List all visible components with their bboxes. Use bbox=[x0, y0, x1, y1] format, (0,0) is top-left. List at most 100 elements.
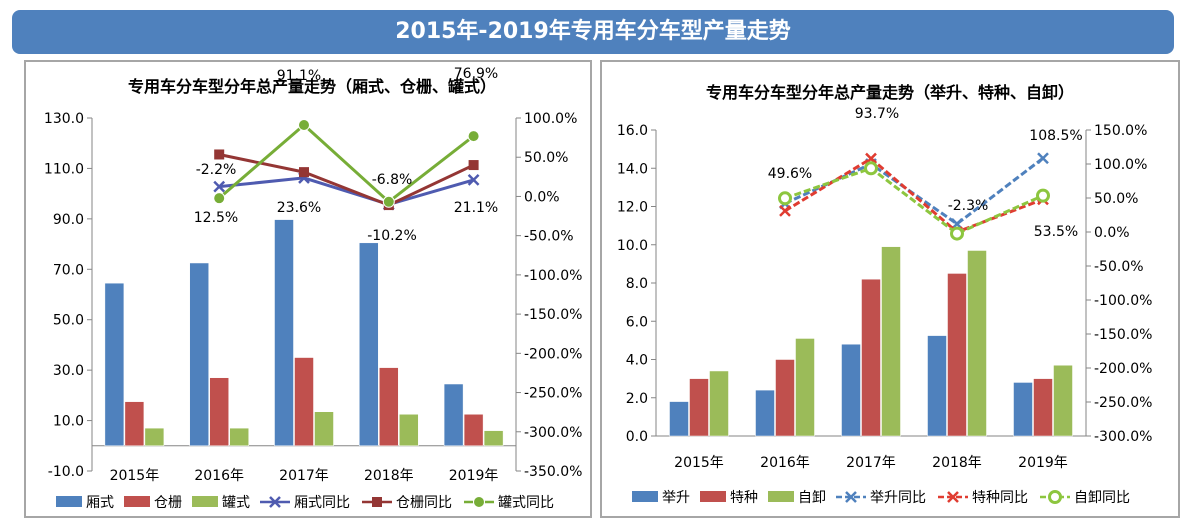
bar-罐式 bbox=[144, 427, 165, 447]
data-label: 12.5% bbox=[194, 210, 238, 226]
y2-tick-label: 50.0% bbox=[1094, 191, 1138, 207]
legend-label: 举升 bbox=[662, 490, 690, 506]
y2-tick-label: -200.0% bbox=[1094, 361, 1152, 377]
x-tick-label: 2017年 bbox=[279, 468, 329, 484]
marker-仓栅同比 bbox=[214, 149, 225, 160]
y2-tick-label: -300.0% bbox=[524, 425, 582, 441]
bar-仓栅 bbox=[379, 367, 399, 447]
marker-厢式同比 bbox=[213, 180, 226, 193]
x-tick-label: 2019年 bbox=[1018, 455, 1068, 471]
y-tick-label: 90.0 bbox=[53, 212, 84, 228]
y-tick-label: 8.0 bbox=[626, 276, 648, 292]
marker-仓栅同比 bbox=[468, 160, 479, 171]
bar-举升 bbox=[755, 389, 775, 437]
line-厢式同比 bbox=[219, 176, 475, 207]
y2-tick-label: -150.0% bbox=[524, 307, 582, 323]
y-tick-label: 70.0 bbox=[53, 262, 84, 278]
data-label: 91.1% bbox=[277, 68, 321, 84]
legend-label: 自卸同比 bbox=[1074, 490, 1130, 506]
y-tick-label: 30.0 bbox=[53, 363, 84, 379]
y2-tick-label: 100.0% bbox=[1094, 157, 1147, 173]
legend-label: 仓栅 bbox=[154, 495, 182, 511]
legend-marker bbox=[269, 496, 281, 508]
y-tick-label: 14.0 bbox=[617, 161, 648, 177]
bar-自卸 bbox=[1053, 364, 1073, 437]
bar-举升 bbox=[927, 335, 947, 437]
page-banner: 2015年-2019年专用车分车型产量走势 bbox=[12, 10, 1174, 54]
legend-label: 厢式 bbox=[86, 495, 114, 511]
y-tick-label: 2.0 bbox=[626, 391, 648, 407]
marker-自卸同比 bbox=[950, 226, 964, 241]
bar-特种 bbox=[775, 359, 795, 437]
bar-厢式 bbox=[443, 383, 464, 447]
legend-label: 自卸 bbox=[798, 490, 826, 506]
marker-自卸同比 bbox=[778, 191, 792, 206]
y2-tick-label: -100.0% bbox=[1094, 293, 1152, 309]
data-label: 76.9% bbox=[454, 66, 498, 82]
legend-marker bbox=[947, 491, 959, 503]
chart-panel-right: 专用车分车型分年总产量走势（举升、特种、自卸） 0.0 2.0 4.0 6.0 8.0 10… bbox=[600, 60, 1180, 518]
legend-swatch bbox=[124, 496, 150, 507]
data-label: -10.2% bbox=[367, 228, 417, 244]
x-tick-label: 2016年 bbox=[194, 468, 244, 484]
chart-right-svg: 专用车分车型分年总产量走势（举升、特种、自卸） 0.0 2.0 4.0 6.0 8.0 10… bbox=[617, 83, 1153, 506]
bar-特种 bbox=[947, 273, 967, 437]
y2-tick-label: -250.0% bbox=[1094, 395, 1152, 411]
y2-tick-label: -100.0% bbox=[524, 268, 582, 284]
y-tick-label: 6.0 bbox=[626, 314, 648, 330]
legend-label: 特种 bbox=[730, 490, 758, 506]
chart-title: 专用车分车型分年总产量走势（厢式、仓栅、罐式） bbox=[128, 77, 496, 96]
data-label: 53.5% bbox=[1034, 224, 1078, 240]
chart-title: 专用车分车型分年总产量走势（举升、特种、自卸） bbox=[706, 83, 1074, 102]
bar-罐式 bbox=[229, 427, 249, 447]
marker-罐式同比 bbox=[467, 130, 480, 143]
data-label: -2.2% bbox=[196, 162, 237, 178]
legend-swatch bbox=[192, 496, 218, 507]
chart-panel-left: 专用车分车型分年总产量走势（厢式、仓栅、罐式） -10.0 10.0 30.0 50.0… bbox=[24, 60, 592, 518]
marker-特种同比 bbox=[779, 205, 791, 217]
bar-厢式 bbox=[274, 219, 294, 447]
bar-特种 bbox=[689, 378, 709, 437]
y-tick-label: 12.0 bbox=[617, 200, 648, 216]
marker-自卸同比 bbox=[1036, 188, 1050, 203]
x-tick-label: 2016年 bbox=[760, 455, 810, 471]
bar-厢式 bbox=[104, 282, 125, 447]
marker-举升同比 bbox=[1037, 152, 1049, 165]
x-tick-label: 2015年 bbox=[110, 468, 160, 484]
x-tick-label: 2019年 bbox=[449, 468, 499, 484]
bar-举升 bbox=[669, 401, 689, 437]
marker-厢式同比 bbox=[467, 174, 480, 186]
bar-厢式 bbox=[189, 262, 209, 447]
legend-marker bbox=[845, 491, 857, 503]
y2-tick-label: -50.0% bbox=[524, 229, 574, 245]
line-特种同比 bbox=[784, 156, 1044, 234]
bar-自卸 bbox=[967, 250, 987, 437]
legend-swatch bbox=[56, 496, 82, 507]
y2-tick-label: 100.0% bbox=[524, 111, 577, 127]
x-tick-label: 2017年 bbox=[846, 455, 896, 471]
legend-swatch bbox=[768, 491, 794, 502]
bar-罐式 bbox=[483, 430, 504, 447]
marker-罐式同比 bbox=[213, 192, 226, 205]
chart-left-svg: 专用车分车型分年总产量走势（厢式、仓栅、罐式） -10.0 10.0 30.0 50.0… bbox=[44, 66, 583, 511]
bar-仓栅 bbox=[124, 401, 145, 447]
bar-罐式 bbox=[399, 414, 419, 447]
bar-仓栅 bbox=[209, 377, 229, 447]
y-tick-label: 4.0 bbox=[626, 353, 648, 369]
banner-title: 2015年-2019年专用车分车型产量走势 bbox=[395, 19, 791, 44]
y-tick-label: 130.0 bbox=[44, 111, 84, 127]
y2-tick-label: 0.0% bbox=[524, 189, 560, 205]
bar-自卸 bbox=[881, 246, 901, 437]
legend-label: 罐式同比 bbox=[498, 495, 554, 511]
y2-tick-label: -50.0% bbox=[1094, 259, 1144, 275]
legend-label: 厢式同比 bbox=[294, 495, 350, 511]
data-label: 21.1% bbox=[454, 200, 498, 216]
y-tick-label: 110.0 bbox=[44, 161, 84, 177]
bar-举升 bbox=[841, 343, 861, 437]
bar-仓栅 bbox=[463, 414, 484, 447]
y-tick-label: 50.0 bbox=[53, 313, 84, 329]
x-tick-label: 2018年 bbox=[932, 455, 982, 471]
x-tick-label: 2015年 bbox=[674, 455, 724, 471]
bar-特种 bbox=[1033, 378, 1053, 437]
legend-label: 举升同比 bbox=[870, 490, 926, 506]
